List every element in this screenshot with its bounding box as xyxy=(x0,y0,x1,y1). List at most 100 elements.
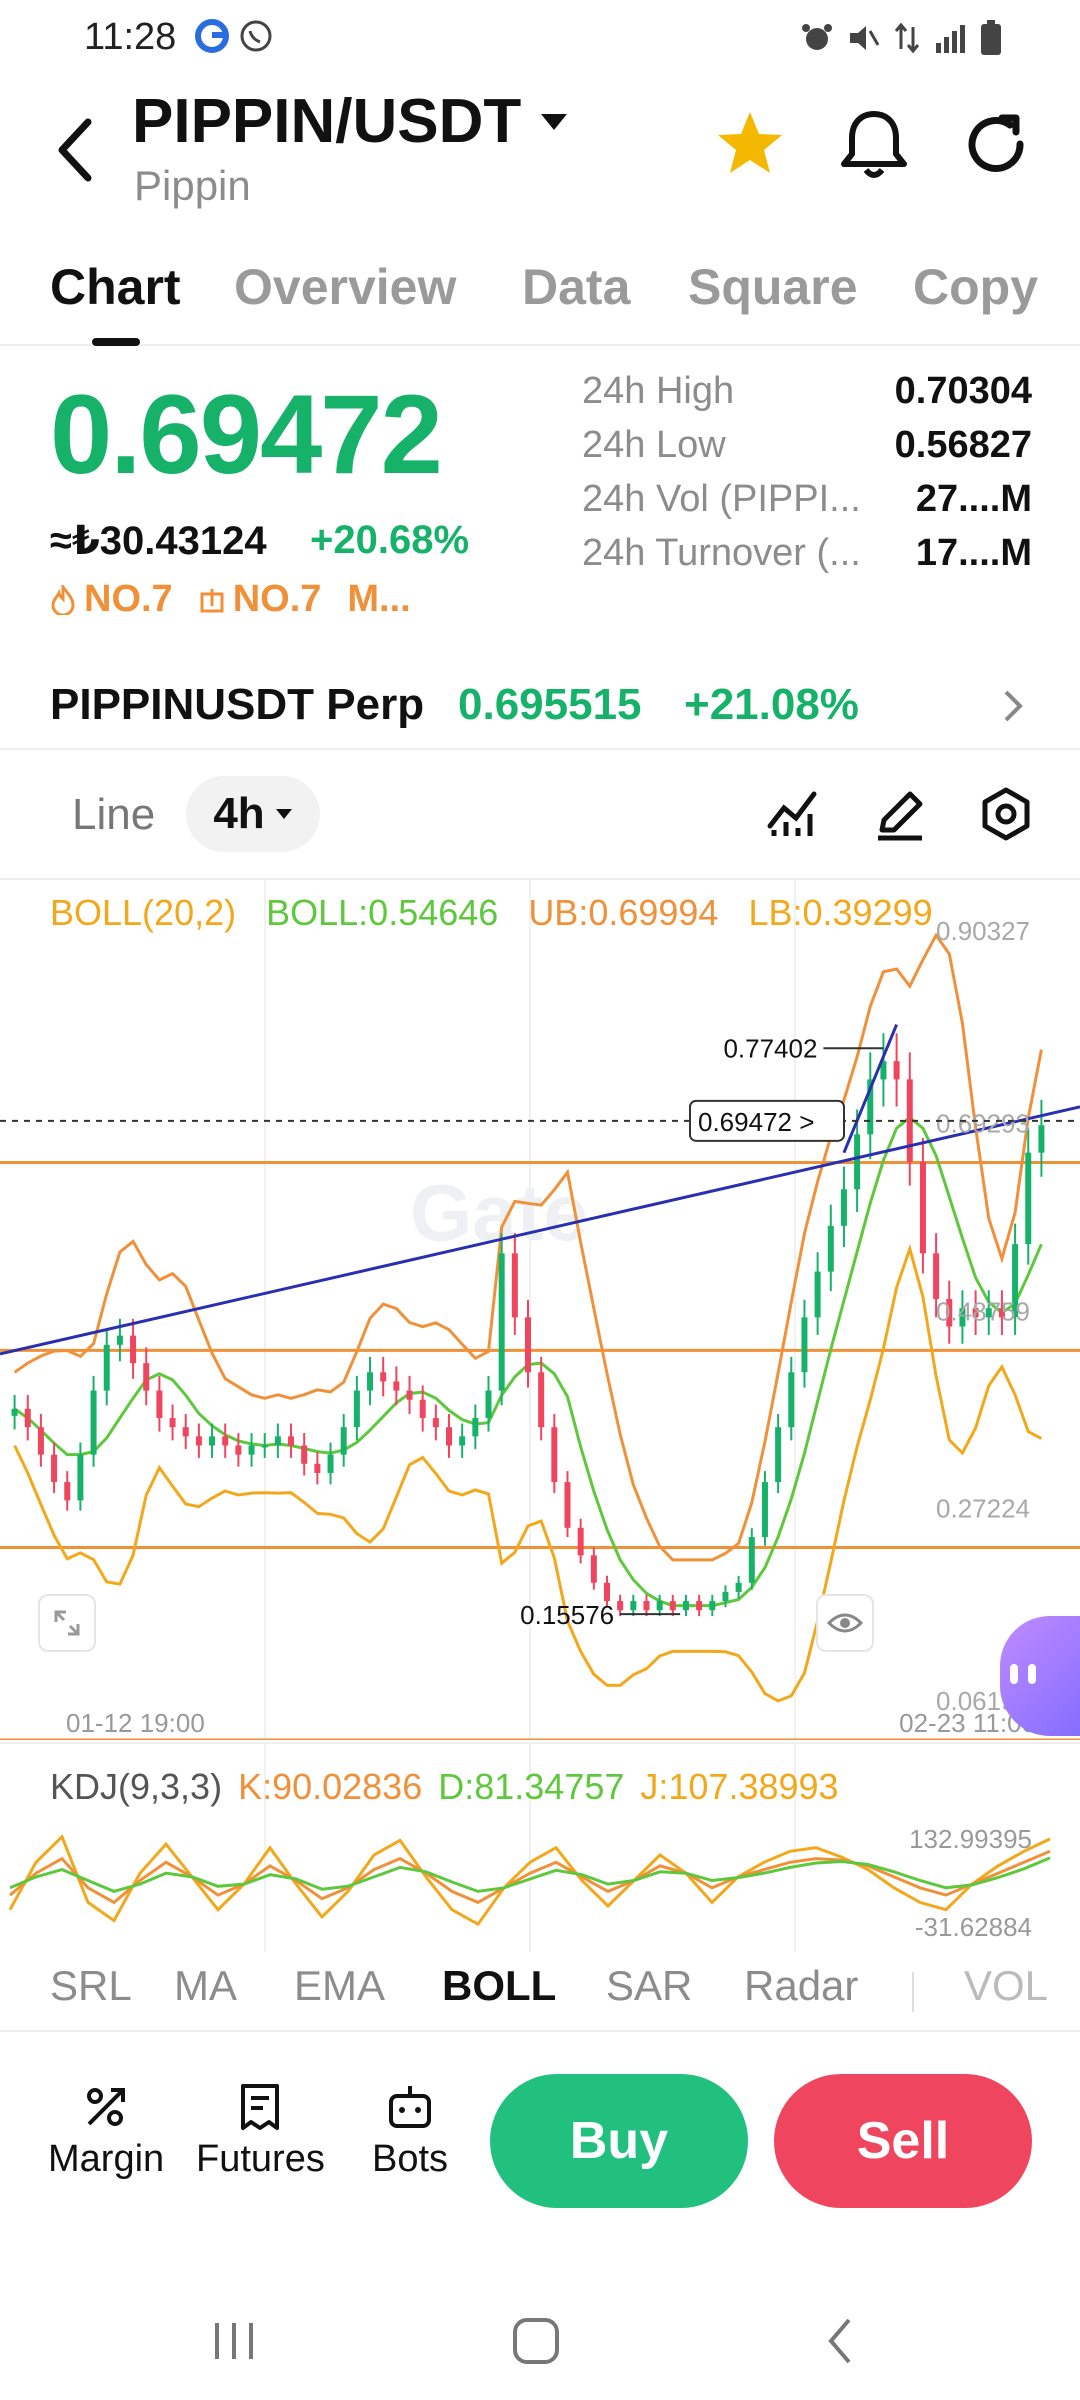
ind-tab-radar[interactable]: Radar xyxy=(744,1962,859,2009)
boll-lower-band xyxy=(13,1243,1043,1703)
ind-tab-ema[interactable]: EMA xyxy=(294,1962,386,2009)
rank-badge-more[interactable]: M... xyxy=(347,578,411,620)
candle-body xyxy=(617,1601,624,1611)
candle-body xyxy=(788,1372,795,1428)
battery-icon xyxy=(981,20,1001,55)
candle-body xyxy=(367,1372,374,1391)
candle-body xyxy=(1012,1244,1019,1318)
candle-body xyxy=(37,1427,44,1455)
price-chart[interactable]: BOLL(20,2) BOLL:0.54646 UB:0.69994 LB:0.… xyxy=(0,880,1080,1740)
mute-icon xyxy=(850,26,880,50)
candle-body xyxy=(446,1427,453,1446)
action-bar: Margin Futures Bots Buy Sell xyxy=(0,2060,1080,2220)
candle-body xyxy=(933,1253,940,1300)
candle-body xyxy=(340,1427,347,1455)
y-axis-label: 0.48759 xyxy=(936,1296,1030,1326)
margin-button[interactable]: Margin xyxy=(48,2082,164,2181)
tab-chart[interactable]: Chart xyxy=(50,259,181,315)
candle-body xyxy=(156,1390,163,1419)
line-mode-button[interactable]: Line xyxy=(72,790,156,839)
rank-badge-cap[interactable]: NO.7 xyxy=(199,578,321,621)
assistant-bubble[interactable] xyxy=(1000,1616,1080,1736)
kdj-y-top: 132.99395 xyxy=(909,1824,1032,1854)
bots-button[interactable]: Bots xyxy=(372,2082,448,2181)
candle-body xyxy=(630,1601,637,1611)
draw-pen-icon[interactable] xyxy=(872,786,928,842)
margin-icon xyxy=(87,2088,126,2126)
kdj-canvas: 132.99395 -31.62884 xyxy=(8,1744,1051,1952)
ind-tab-vol[interactable]: VOL xyxy=(964,1962,1049,2009)
candle-body xyxy=(51,1454,58,1483)
stat-high: 24h High 0.70304 xyxy=(582,370,1032,412)
recents-button[interactable] xyxy=(194,2306,274,2376)
home-button[interactable] xyxy=(496,2306,576,2376)
ind-tab-srl[interactable]: SRL xyxy=(50,1962,132,2009)
visibility-button[interactable] xyxy=(816,1594,874,1652)
candle-body xyxy=(735,1582,742,1592)
rank-badge-hot[interactable]: NO.7 xyxy=(50,578,173,621)
candle-body xyxy=(880,1061,887,1080)
fullscreen-button[interactable] xyxy=(38,1594,96,1652)
candle-body xyxy=(511,1253,518,1318)
tab-divider xyxy=(912,1972,914,2012)
candle-body xyxy=(116,1335,123,1345)
candle-body xyxy=(840,1189,847,1226)
back-button[interactable] xyxy=(44,110,104,190)
kdj-d-value: D:81.34757 xyxy=(438,1766,625,1807)
y-axis-label: 0.27224 xyxy=(936,1494,1030,1524)
candle-body xyxy=(801,1317,808,1373)
recents-icon xyxy=(215,2323,253,2359)
futures-doc-icon xyxy=(241,2084,280,2130)
ind-tab-sar[interactable]: SAR xyxy=(606,1962,693,2009)
boll-name: BOLL(20,2) xyxy=(50,892,237,933)
system-nav-bar xyxy=(0,2286,1080,2400)
candle-body xyxy=(827,1225,834,1272)
tab-data[interactable]: Data xyxy=(522,259,631,315)
price-block: 0.69472 ≈₺30.43124 +20.68% NO.7 NO.7 M..… xyxy=(0,370,1080,640)
candle-body xyxy=(577,1527,584,1556)
buy-button[interactable]: Buy xyxy=(490,2074,748,2208)
refresh-icon[interactable] xyxy=(962,108,1030,180)
tab-copy[interactable]: Copy xyxy=(913,259,1038,315)
boll-lb-value: LB:0.39299 xyxy=(748,892,933,933)
bell-icon[interactable] xyxy=(840,108,908,180)
stat-volume: 24h Vol (PIPPI... 27....M xyxy=(582,478,1032,520)
candle-body xyxy=(103,1344,110,1391)
candle-body xyxy=(682,1601,689,1611)
settings-hex-icon[interactable] xyxy=(978,786,1034,842)
perp-row[interactable]: PIPPINUSDT Perp 0.695515 +21.08% xyxy=(0,670,1080,750)
stat-low: 24h Low 0.56827 xyxy=(582,424,1032,466)
eye-icon xyxy=(827,1613,863,1633)
futures-button[interactable]: Futures xyxy=(196,2082,325,2181)
pair-selector[interactable]: PIPPIN/USDT xyxy=(132,86,569,157)
candle-body xyxy=(814,1271,821,1318)
tab-overview[interactable]: Overview xyxy=(234,259,457,315)
chat-dots-icon xyxy=(1010,1664,1036,1684)
candle-body xyxy=(959,1308,966,1327)
system-back-button[interactable] xyxy=(800,2306,880,2376)
boll-legend: BOLL(20,2) BOLL:0.54646 UB:0.69994 LB:0.… xyxy=(50,892,933,934)
sell-button[interactable]: Sell xyxy=(774,2074,1032,2208)
kdj-legend: KDJ(9,3,3) K:90.02836 D:81.34757 J:107.3… xyxy=(50,1766,839,1808)
candle-body xyxy=(551,1427,558,1483)
candle-body xyxy=(590,1555,597,1583)
ind-tab-boll[interactable]: BOLL xyxy=(442,1962,557,2009)
candle-body xyxy=(538,1372,545,1428)
chevron-right-icon xyxy=(1004,690,1023,722)
current-price-tag xyxy=(689,1099,845,1142)
trend-line xyxy=(842,1023,898,1154)
kdj-panel[interactable]: KDJ(9,3,3) K:90.02836 D:81.34757 J:107.3… xyxy=(0,1742,1080,1952)
trend-line xyxy=(0,1105,1080,1356)
tab-square[interactable]: Square xyxy=(688,259,858,315)
price-change: +20.68% xyxy=(310,518,470,562)
indicator-icon[interactable] xyxy=(766,786,822,842)
interval-selector[interactable]: 4h xyxy=(186,776,320,852)
whatsapp-icon xyxy=(240,20,272,52)
kdj-k-line xyxy=(9,1849,1051,1905)
candle-body xyxy=(1038,1125,1045,1153)
candle-body xyxy=(393,1381,400,1391)
candle-body xyxy=(696,1601,703,1611)
star-icon[interactable] xyxy=(714,108,786,180)
ind-tab-ma[interactable]: MA xyxy=(174,1962,237,2009)
g-app-icon xyxy=(195,19,229,53)
